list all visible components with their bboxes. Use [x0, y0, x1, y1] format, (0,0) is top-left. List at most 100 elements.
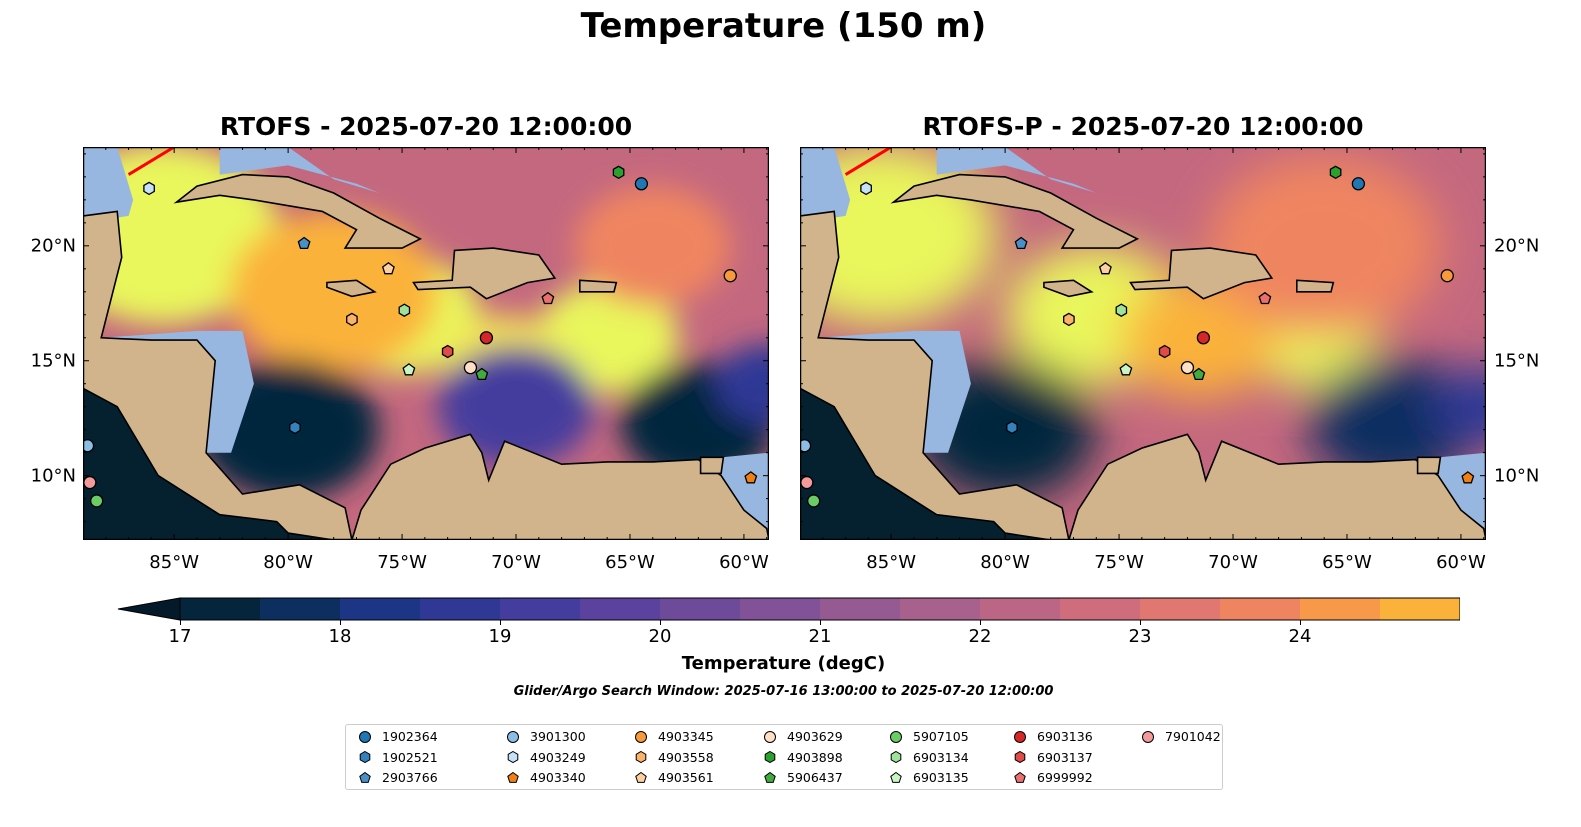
legend-item: 4903558 — [634, 750, 714, 765]
colorbar-bin — [340, 598, 421, 620]
land-jamaica — [326, 279, 377, 298]
legend-label: 4903898 — [787, 749, 843, 765]
legend-marker-hexagon-icon — [1014, 750, 1026, 764]
colorbar-tick-label: 19 — [488, 626, 512, 647]
legend-item: 6903136 — [1013, 729, 1093, 744]
legend-marker-pentagon-icon — [635, 771, 647, 783]
legend-label: 2903766 — [382, 770, 438, 785]
shallow-shelf — [83, 147, 134, 223]
legend-label: 6903135 — [913, 770, 969, 785]
colorbar-bin — [820, 598, 901, 620]
float-marker-4903345 — [723, 269, 737, 283]
pacific-ocean — [800, 388, 1051, 540]
legend-item: 4903629 — [763, 729, 843, 744]
float-marker-4903249 — [143, 181, 155, 196]
legend-label: 4903345 — [658, 729, 714, 744]
float-marker-7901042 — [83, 475, 97, 490]
legend-label: 4903561 — [658, 770, 714, 785]
legend-marker-hexagon-icon — [635, 750, 647, 764]
temperature-blob — [1207, 155, 1442, 336]
float-marker-4903340 — [744, 471, 758, 484]
legend-item: 2903766 — [358, 770, 438, 785]
legend-item: 6903135 — [889, 770, 969, 785]
legend-marker-pentagon-icon — [359, 771, 371, 783]
panel-frame — [83, 147, 769, 540]
panel-title-rtofs-p: RTOFS-P - 2025-07-20 12:00:00 — [922, 112, 1364, 141]
legend-item: 4903345 — [634, 729, 714, 744]
lat-tick-label: 10°N — [1494, 465, 1540, 487]
legend-label: 6903137 — [1037, 749, 1093, 765]
lat-tick-label: 15°N — [30, 350, 76, 372]
float-marker-1902521 — [1006, 420, 1018, 435]
float-marker-5906437 — [475, 367, 489, 381]
pacific-ocean — [83, 388, 334, 540]
float-marker-4903345 — [1440, 269, 1454, 283]
lon-tick-label: 80°W — [263, 552, 313, 573]
lon-tick-label: 85°W — [866, 552, 917, 573]
lat-tick-label: 10°N — [30, 465, 76, 487]
float-marker-5907105 — [807, 494, 821, 508]
legend-marker-circle-icon — [635, 730, 647, 743]
colorbar-label: Temperature (degC) — [681, 653, 886, 674]
legend-label: 4903629 — [787, 729, 843, 744]
glider-track-line — [127, 147, 175, 176]
float-marker-6903137 — [441, 344, 454, 359]
float-marker-3901300 — [800, 439, 812, 453]
colorbar-bin — [1140, 598, 1221, 620]
land-central — [83, 210, 353, 540]
legend-marker-circle-icon — [890, 730, 902, 743]
shallow-shelf — [800, 147, 851, 223]
legend-marker-circle-icon — [1142, 730, 1154, 743]
colorbar-bin — [580, 598, 661, 620]
colorbar-bin — [1380, 598, 1460, 620]
colorbar-tick-mark — [660, 620, 661, 625]
colorbar-tick-mark — [1140, 620, 1141, 625]
float-marker-6903135 — [402, 363, 416, 376]
float-marker-4903629 — [1180, 360, 1195, 375]
colorbar-tick-mark — [980, 620, 981, 625]
legend-marker-circle-icon — [1014, 730, 1026, 743]
colorbar-extend-low — [117, 597, 181, 621]
float-marker-5907105 — [90, 494, 104, 508]
colorbar-tick-label: 24 — [1288, 626, 1312, 647]
search-window-note: Glider/Argo Search Window: 2025-07-16 13… — [513, 684, 1054, 699]
legend-marker-hexagon-icon — [764, 750, 776, 764]
map-panel-rtofs-p — [800, 147, 1486, 540]
legend-item: 7901042 — [1141, 729, 1221, 744]
lon-tick-label: 70°W — [491, 552, 541, 573]
lon-tick-label: 75°W — [377, 552, 427, 573]
colorbar-bin — [180, 598, 261, 620]
colorbar-tick-mark — [1300, 620, 1301, 625]
land-trinidad — [699, 456, 725, 475]
float-marker-1902521 — [289, 420, 301, 435]
legend-marker-circle-icon — [764, 730, 776, 743]
land-cuba — [173, 173, 423, 249]
lat-tick-label: 15°N — [1494, 350, 1540, 372]
colorbar-tick-label: 23 — [1128, 626, 1152, 647]
land-south — [351, 433, 769, 540]
land-cuba — [890, 173, 1140, 249]
legend-item: 6903137 — [1013, 750, 1093, 765]
colorbar-tick-label: 17 — [168, 626, 192, 647]
colorbar-tick-label: 22 — [968, 626, 992, 647]
shallow-shelf — [219, 147, 380, 193]
float-marker-1902364 — [634, 177, 649, 191]
land-south — [1068, 433, 1486, 540]
legend-label: 6999992 — [1037, 770, 1093, 785]
float-marker-6999992 — [1258, 291, 1272, 305]
legend-marker-pentagon-icon — [507, 771, 519, 783]
colorbar-bin — [660, 598, 741, 620]
colorbar-tick-label: 21 — [808, 626, 832, 647]
panel-frame — [800, 147, 1486, 540]
float-marker-6903134 — [398, 303, 411, 317]
colorbar-tick-label: 20 — [648, 626, 672, 647]
float-marker-6903134 — [1115, 303, 1128, 317]
lon-tick-label: 85°W — [149, 552, 200, 573]
legend-item: 5906437 — [763, 770, 843, 785]
legend-item: 5907105 — [889, 729, 969, 744]
legend-item: 4903898 — [763, 750, 843, 765]
land-puertorico — [578, 279, 618, 293]
temperature-blob — [1431, 366, 1486, 447]
land-hispaniola — [1129, 247, 1274, 300]
